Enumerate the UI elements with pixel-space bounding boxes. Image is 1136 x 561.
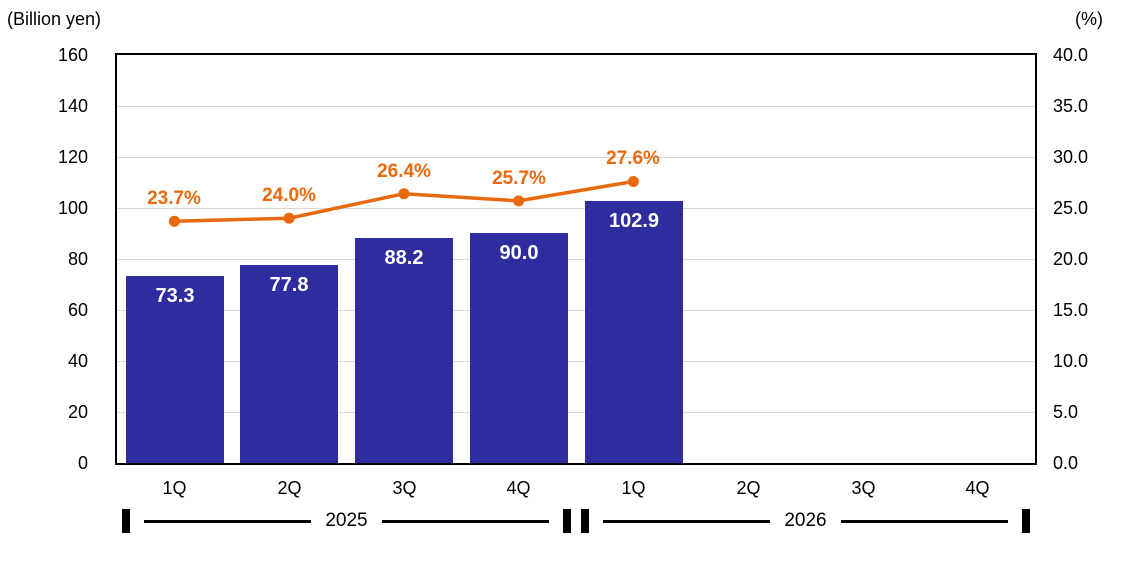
bar-value-label: 77.8 — [269, 274, 309, 296]
gridline — [117, 310, 1035, 311]
year-bracket: 2026 — [581, 509, 1030, 533]
plot-area: 73.3 77.8 88.2 90.0 102.9 — [115, 53, 1037, 465]
trend-line-layer — [168, 176, 639, 227]
gridline — [117, 412, 1035, 413]
x-axis-label: 3Q — [851, 478, 876, 498]
percent-label: 25.7% — [492, 168, 546, 189]
year-label: 2025 — [325, 510, 368, 531]
y-axis-tick-left: 100 — [57, 198, 88, 218]
bar-value-label: 88.2 — [384, 247, 424, 269]
bracket-line — [603, 519, 771, 523]
y-axis-tick-right: 10.0 — [1053, 351, 1089, 371]
gridline — [117, 208, 1035, 209]
line-marker — [168, 215, 180, 227]
y-axis-tick-left: 80 — [67, 249, 88, 269]
gridline — [117, 106, 1035, 107]
gridline — [117, 259, 1035, 260]
y-axis-tick-right: 30.0 — [1053, 147, 1089, 167]
bracket-line — [840, 519, 1008, 523]
line-marker — [283, 212, 295, 224]
bracket-cap-left — [122, 509, 130, 533]
x-axis-label: 2Q — [277, 478, 302, 498]
year-bracket: 2025 — [122, 509, 571, 533]
bracket-cap-right — [1022, 509, 1030, 533]
year-label: 2026 — [784, 510, 827, 531]
y-axis-tick-left: 20 — [67, 402, 88, 422]
x-axis-label: 4Q — [506, 478, 531, 498]
bar-value-label: 73.3 — [155, 285, 195, 307]
y-axis-tick-left: 140 — [57, 96, 88, 116]
bar: 102.9 — [585, 201, 683, 463]
y-axis-tick-right: 40.0 — [1053, 45, 1089, 65]
x-axis-label: 1Q — [162, 478, 187, 498]
percent-label: 23.7% — [147, 188, 201, 209]
y-axis-tick-left: 120 — [57, 147, 88, 167]
percent-label: 26.4% — [377, 161, 431, 182]
bracket-line — [144, 519, 312, 523]
gridline — [117, 157, 1035, 158]
x-axis-label: 2Q — [736, 478, 761, 498]
line-marker — [398, 188, 410, 200]
y-axis-tick-left: 0 — [77, 453, 88, 473]
y-axis-tick-left: 160 — [57, 45, 88, 65]
line-marker — [513, 195, 525, 207]
y-axis-tick-right: 20.0 — [1053, 249, 1089, 269]
line-marker — [627, 176, 639, 187]
bar: 88.2 — [355, 238, 453, 463]
bar: 73.3 — [126, 276, 224, 463]
y-axis-tick-left: 40 — [67, 351, 88, 371]
x-axis-label: 4Q — [965, 478, 990, 498]
y-axis-tick-right: 5.0 — [1053, 402, 1079, 422]
bracket-cap-left — [581, 509, 589, 533]
y-axis-tick-left: 60 — [67, 300, 88, 320]
bar: 77.8 — [240, 265, 338, 463]
x-axis-label: 3Q — [392, 478, 417, 498]
bracket-cap-right — [563, 509, 571, 533]
y-axis-tick-right: 15.0 — [1053, 300, 1089, 320]
y-axis-tick-right: 0.0 — [1053, 453, 1079, 473]
y-axis-tick-right: 25.0 — [1053, 198, 1089, 218]
percent-label: 27.6% — [606, 148, 660, 169]
x-axis-label: 1Q — [621, 478, 646, 498]
left-axis-title: (Billion yen) — [7, 9, 102, 29]
y-axis-tick-right: 35.0 — [1053, 96, 1089, 116]
percent-label: 24.0% — [262, 185, 316, 206]
right-axis-title: (%) — [1075, 9, 1103, 29]
bar-value-label: 102.9 — [608, 210, 660, 232]
gridline — [117, 361, 1035, 362]
bar-value-label: 90.0 — [499, 242, 539, 264]
bar: 90.0 — [470, 233, 568, 463]
bracket-line — [381, 519, 549, 523]
